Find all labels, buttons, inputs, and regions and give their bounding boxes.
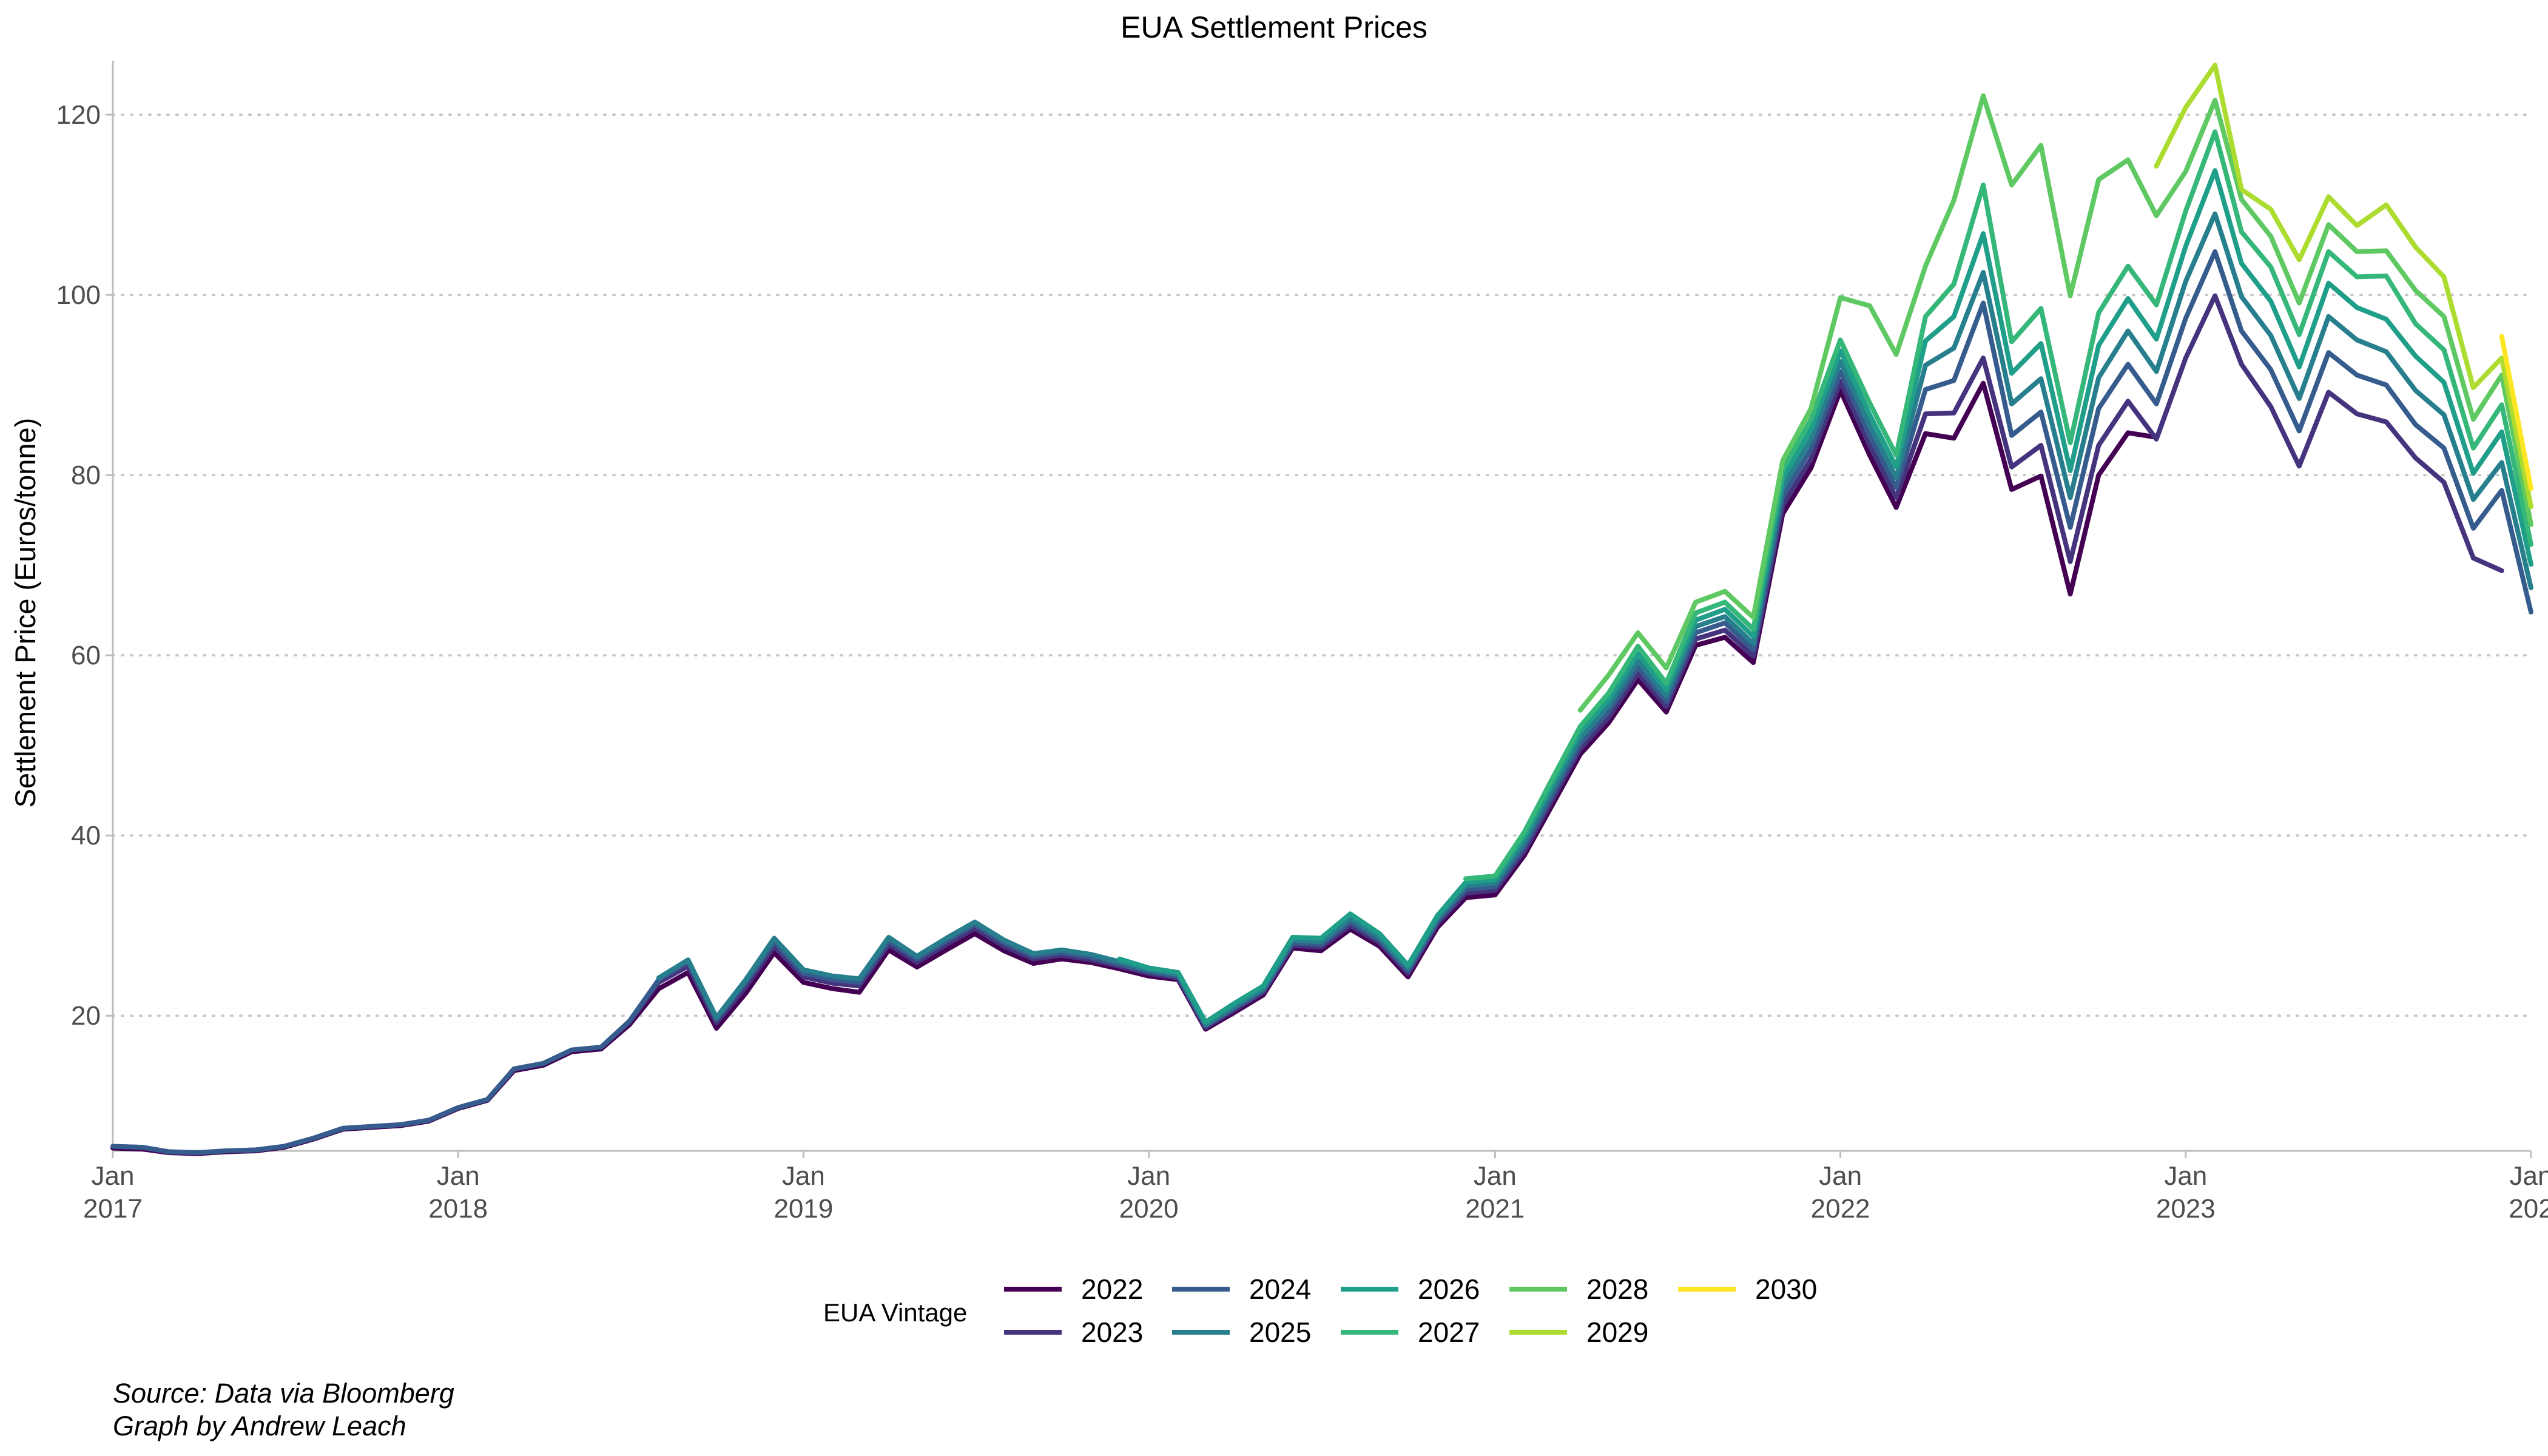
x-tick-label-month: Jan [782,1161,825,1191]
series-line-2025 [656,211,2533,1028]
legend-label: 2029 [1586,1316,1648,1348]
chart-title: EUA Settlement Prices [1121,10,1427,44]
x-tick-label-year: 2019 [774,1194,833,1224]
y-tick-label: 120 [56,100,101,130]
x-tick-label-year: 202 [2509,1194,2548,1224]
series-line-2028 [1577,93,2533,713]
legend: EUA Vintage 2022 2023 2024 2025 2026 2027 2028… [823,1273,1817,1348]
y-axis: 20 40 60 80 100 120 [56,61,114,1151]
grid-lines [112,113,2532,1017]
y-tick-label: 60 [71,641,101,670]
x-axis: Jan2017Jan2018Jan2019Jan2020Jan2021Jan20… [83,1150,2548,1224]
legend-item-2024: 2024 [1172,1273,1311,1305]
x-tick-label-year: 2022 [1811,1194,1870,1224]
legend-label: 2030 [1755,1273,1817,1305]
legend-item-2030: 2030 [1678,1273,1817,1305]
y-tick-label: 100 [56,280,101,310]
series-lines [110,62,2533,1156]
legend-item-2029: 2029 [1509,1316,1648,1348]
series-line-2030 [2499,334,2533,491]
x-tick-label-year: 2017 [83,1194,143,1224]
series-line-2026 [1117,168,2533,1025]
caption-source: Source: Data via Bloomberg [113,1378,454,1409]
x-tick-label-year: 2023 [2156,1194,2216,1224]
y-tick-label: 20 [71,1001,101,1031]
y-axis-title: Settlement Price (Euros/tonne) [9,418,41,808]
legend-item-2026: 2026 [1341,1273,1480,1305]
legend-label: 2026 [1418,1273,1480,1305]
legend-title: EUA Vintage [823,1298,967,1327]
caption-author: Graph by Andrew Leach [113,1410,406,1441]
legend-label: 2025 [1249,1316,1311,1348]
legend-label: 2028 [1586,1273,1648,1305]
legend-item-2023: 2023 [1004,1316,1143,1348]
legend-item-2025: 2025 [1172,1316,1311,1348]
x-tick-label-month: Jan [1474,1161,1517,1191]
x-tick-label-year: 2021 [1465,1194,1525,1224]
y-tick-label: 40 [71,821,101,851]
x-tick-label-month: Jan [92,1161,135,1191]
legend-item-2027: 2027 [1341,1316,1480,1348]
legend-label: 2022 [1081,1273,1143,1305]
legend-label: 2024 [1249,1273,1311,1305]
legend-label: 2027 [1418,1316,1480,1348]
series-line-2024 [110,249,2533,1155]
x-tick-label-month: Jan [1127,1161,1170,1191]
series-line-2027 [1463,129,2533,881]
series-line-2029 [2154,62,2533,510]
y-tick-label: 80 [71,460,101,490]
x-tick-label-month: Jan [2510,1161,2548,1191]
legend-label: 2023 [1081,1316,1143,1348]
x-tick-label-month: Jan [437,1161,480,1191]
x-tick-label-month: Jan [2164,1161,2207,1191]
x-tick-label-year: 2020 [1119,1194,1179,1224]
x-tick-label-year: 2018 [428,1194,488,1224]
series-line-2023 [110,293,2504,1155]
series-line-2022 [110,380,2159,1156]
legend-item-2022: 2022 [1004,1273,1143,1305]
x-tick-label-month: Jan [1819,1161,1862,1191]
legend-item-2028: 2028 [1509,1273,1648,1305]
